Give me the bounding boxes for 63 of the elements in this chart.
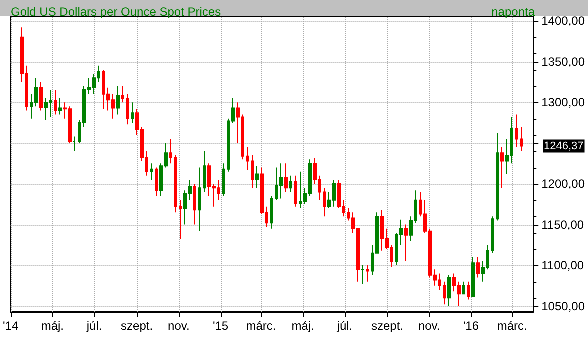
candlestick — [515, 114, 518, 148]
candlestick — [366, 265, 369, 282]
y-tick-label: 1300,00 — [542, 96, 586, 110]
x-tick-label: márc. — [497, 319, 528, 333]
x-tick-label: máj. — [292, 319, 314, 333]
candlestick — [251, 155, 254, 189]
candlestick — [116, 86, 120, 116]
candlestick — [58, 98, 62, 116]
candlestick — [174, 155, 177, 214]
x-tick-label: máj. — [41, 319, 64, 333]
candlestick — [289, 175, 292, 193]
candlestick — [193, 184, 196, 226]
candlestick — [323, 188, 326, 218]
candlestick — [467, 281, 470, 300]
x-tick-label: szept. — [121, 319, 154, 333]
candlestick — [169, 138, 172, 164]
y-tick-label: 1400,00 — [542, 14, 586, 28]
candlestick — [255, 166, 259, 189]
annotation: 1246,37 — [544, 140, 584, 152]
x-tick-label: márc. — [246, 319, 276, 333]
x-tick-label: júl. — [86, 319, 102, 333]
candlestick — [462, 281, 465, 295]
y-tick-label: 1050,00 — [542, 299, 586, 314]
candlestick — [179, 200, 182, 240]
candlestick — [361, 265, 365, 285]
candlestick — [447, 274, 451, 307]
candlestick — [496, 133, 499, 222]
candlestick — [270, 196, 273, 230]
candlestick — [404, 224, 408, 262]
candlestick — [54, 90, 57, 116]
candlestick — [471, 256, 475, 298]
candlestick — [500, 146, 504, 189]
candlestick — [203, 150, 206, 193]
chart-subtitle: naponta — [492, 5, 536, 19]
x-tick-label: '15 — [212, 319, 229, 333]
candlestick — [150, 163, 153, 180]
x-tick-label: nov. — [168, 319, 190, 333]
candlestick — [121, 86, 124, 104]
candlestick — [476, 256, 480, 278]
candlestick — [73, 136, 76, 152]
candlestick — [39, 82, 43, 112]
candlestick — [155, 167, 158, 197]
y-tick-label: 1350,00 — [542, 54, 586, 69]
x-tick-label: '14 — [3, 319, 19, 333]
candlestick — [222, 163, 225, 197]
y-tick-label: 1150,00 — [542, 218, 584, 232]
candlestick — [131, 102, 134, 124]
x-tick-label: szept. — [371, 319, 404, 333]
candlestick — [246, 146, 249, 171]
candlestick — [284, 163, 288, 193]
candlestick — [443, 281, 446, 306]
candlestick — [126, 94, 129, 126]
candlestick — [279, 163, 283, 200]
candlestick — [520, 126, 523, 152]
x-tick-label: júl. — [336, 319, 353, 333]
x-tick-label: nov. — [418, 319, 440, 333]
y-tick-label: 1200,00 — [542, 177, 586, 192]
candlestick — [198, 167, 201, 232]
x-tick-label: '16 — [463, 319, 480, 333]
candlestick — [294, 175, 297, 208]
y-tick-label: 1100,00 — [542, 258, 584, 273]
candlestick — [491, 216, 494, 254]
chart-title: Gold US Dollars per Ounce Spot Prices — [11, 5, 222, 19]
